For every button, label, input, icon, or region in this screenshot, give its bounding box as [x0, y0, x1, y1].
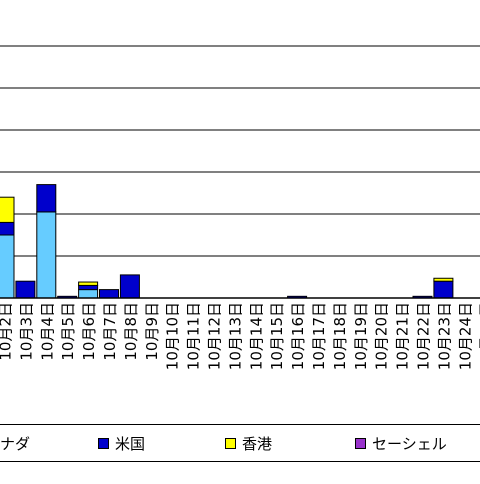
x-tick-label: 10月9日 — [143, 302, 161, 361]
x-tick-label: 10月21日 — [394, 302, 412, 370]
bar-segment — [78, 289, 99, 299]
bar-segment — [78, 281, 99, 286]
bar-segment — [433, 280, 454, 299]
legend-item-canada: ナダ — [0, 434, 31, 453]
bar-segment — [36, 184, 57, 213]
x-tick-label: 10月10日 — [164, 302, 182, 370]
x-tick-label: 10月8日 — [122, 302, 140, 361]
x-tick-label: 10月16日 — [289, 302, 307, 370]
legend-item-usa: 米国 — [98, 434, 146, 453]
x-tick-label: 10月12日 — [206, 302, 224, 370]
x-tick-label: 10月22日 — [415, 302, 433, 370]
x-tick-label: 10月13日 — [226, 302, 244, 370]
legend-label-hongkong: 香港 — [242, 434, 273, 453]
legend-swatch-hongkong — [225, 437, 236, 449]
x-tick-label: 10月19日 — [352, 302, 370, 370]
legend-label-seychelles: セーシェル — [372, 434, 447, 453]
x-tick-label: 10月24日 — [456, 302, 474, 370]
bar-segment — [36, 211, 57, 299]
x-tick-label: 10月23日 — [435, 302, 453, 370]
legend-swatch-seychelles — [355, 437, 366, 449]
legend-swatch-usa — [98, 437, 109, 449]
bar-segment — [0, 196, 15, 223]
x-tick-label: 10月3日 — [17, 302, 35, 361]
x-tick-label: 10月20日 — [373, 302, 391, 370]
x-tick-label: 10月4日 — [38, 302, 56, 361]
bar-segment — [78, 284, 99, 291]
legend-label-canada: ナダ — [0, 434, 31, 453]
bar-segment — [99, 289, 119, 299]
bar-segment — [119, 274, 140, 299]
bar-segment — [0, 234, 15, 299]
bar-segment — [15, 280, 36, 299]
x-tick-label: 10月7日 — [101, 302, 119, 361]
legend-item-seychelles: セーシェル — [355, 434, 447, 453]
x-tick-label: 10月15日 — [268, 302, 286, 370]
x-tick-label: 10月11日 — [185, 302, 203, 370]
legend-label-usa: 米国 — [115, 434, 146, 453]
bar-segment — [0, 221, 15, 236]
x-tick-label: 10月6日 — [80, 302, 98, 361]
x-tick-label: 10月17日 — [310, 302, 328, 370]
bar-segment — [433, 277, 454, 282]
x-tick-label: 10月2日 — [0, 302, 15, 361]
x-tick-label: 10月25日 — [477, 302, 480, 370]
x-tick-label: 10月18日 — [331, 302, 349, 370]
legend-item-hongkong: 香港 — [225, 434, 273, 453]
chart-legend: ナダ 米国 香港 セーシェル — [0, 424, 480, 462]
x-tick-label: 10月14日 — [247, 302, 265, 370]
x-tick-label: 10月5日 — [59, 302, 77, 361]
